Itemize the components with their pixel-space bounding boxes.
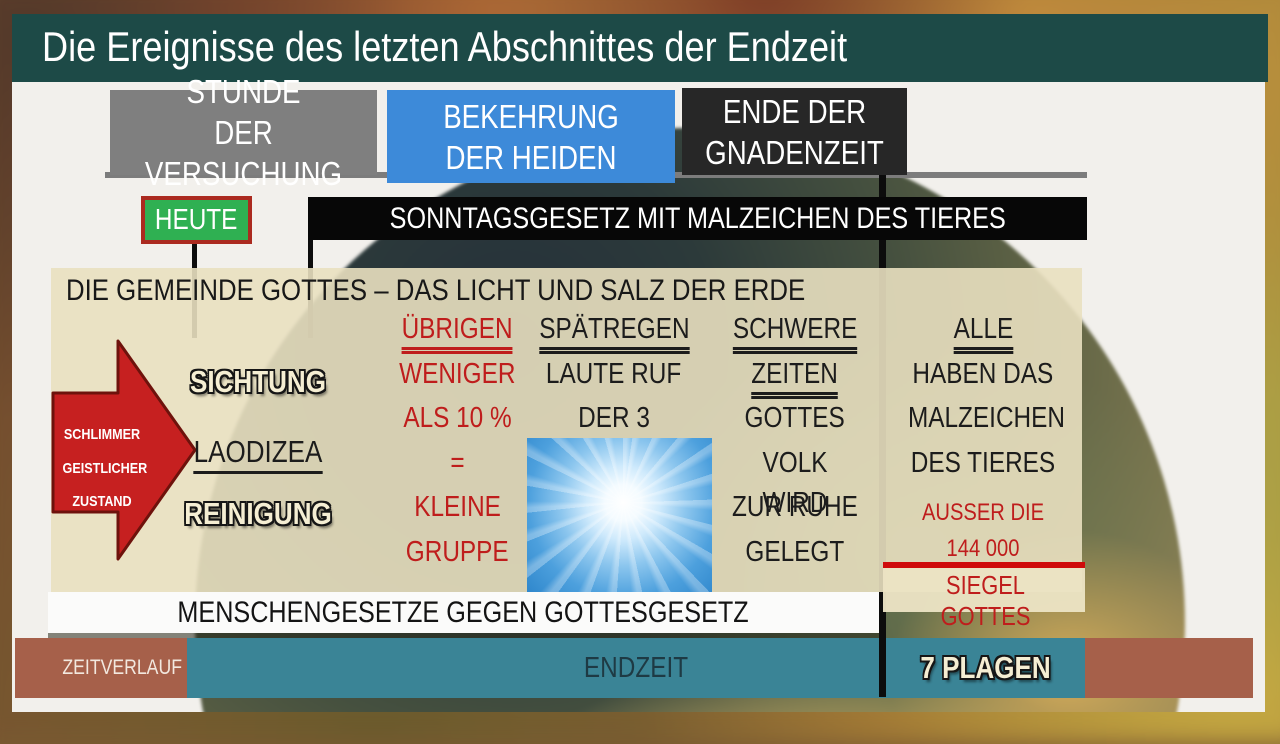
- col5-line-text: ALLE: [953, 312, 1013, 350]
- column-hard-times: SCHWERE ZEITEN GOTTES VOLK WIRD ZUR RUHE…: [715, 309, 875, 576]
- exception-144000: AUSSER DIE 144 000: [893, 495, 1073, 566]
- footer-endzeit-bar: [187, 638, 1085, 698]
- banner-shadow: [48, 633, 879, 638]
- arrow-caption-line: SCHLIMMER: [63, 426, 141, 443]
- exception-line-text: 144 000: [946, 534, 1020, 562]
- phase-box-line: GNADENZEIT: [705, 133, 884, 171]
- col4-line-text: VOLK WIRD: [762, 446, 828, 519]
- col4-line-text: ZUR RUHE: [732, 491, 858, 523]
- phase-box-line: STUNDE: [186, 73, 301, 110]
- col1-sichtung: SICHTUNG: [158, 364, 358, 400]
- slide-title-bar: Die Ereignisse des letzten Abschnittes d…: [12, 14, 1268, 82]
- heute-label: HEUTE: [155, 203, 238, 236]
- col2-line-text: ÜBRIGEN: [401, 312, 513, 350]
- slide-title: Die Ereignisse des letzten Abschnittes d…: [42, 23, 848, 70]
- col3-line-text: SPÄTREGEN: [539, 312, 690, 350]
- footer-era-label: ENDZEIT: [187, 638, 1085, 698]
- seal-panel-extension: [883, 568, 1085, 612]
- col2-line-text: GRUPPE: [406, 535, 509, 568]
- col2-line-text: WENIGER: [399, 357, 516, 390]
- phase-box-line: BEKEHRUNG: [443, 97, 619, 135]
- column-latter-rain: SPÄTREGEN LAUTE RUF DER 3 ENGEL: [525, 309, 703, 474]
- church-panel-heading: DIE GEMEINDE GOTTES – DAS LICHT UND SALZ…: [66, 274, 926, 308]
- sunday-law-banner-text: SONNTAGSGESETZ MIT MALZEICHEN DES TIERES: [389, 201, 1006, 235]
- end-of-grace-vertical-line-footer: [879, 638, 886, 697]
- col4-line-text: ZEITEN: [751, 357, 839, 395]
- col5-line-text: DES TIERES: [910, 446, 1056, 479]
- footer-plagues-label-text: 7 PLAGEN: [920, 650, 1051, 685]
- church-panel-heading-text: DIE GEMEINDE GOTTES – DAS LICHT UND SALZ…: [66, 274, 806, 307]
- phase-box-ende-der-gnadenzeit: ENDE DER GNADENZEIT: [682, 88, 907, 175]
- col5-line-text: HABEN DAS: [912, 357, 1054, 390]
- heute-marker: HEUTE: [141, 196, 252, 244]
- arrow-caption-line: ZUSTAND: [72, 493, 132, 510]
- law-conflict-banner-text: MENSCHENGESETZE GEGEN GOTTESGESETZ: [177, 595, 750, 629]
- column-remnant: ÜBRIGEN WENIGER ALS 10 % = KLEINE GRUPPE: [380, 309, 535, 576]
- col2-line-text: ALS 10 %: [403, 402, 512, 434]
- red-divider-line: [883, 562, 1085, 568]
- seal-of-god-label: SIEGEL GOTTES: [886, 570, 1085, 632]
- col4-line-text: GELEGT: [745, 535, 845, 568]
- seal-of-god-text: SIEGEL GOTTES: [940, 570, 1031, 631]
- column-mark-of-beast: ALLE HABEN DAS MALZEICHEN DES TIERES: [893, 309, 1073, 487]
- col2-line-text: =: [450, 446, 465, 479]
- footer-plagues-label: 7 PLAGEN: [886, 638, 1085, 698]
- col4-line-text: GOTTES: [744, 402, 846, 434]
- law-conflict-banner: MENSCHENGESETZE GEGEN GOTTESGESETZ: [48, 592, 879, 633]
- col1-laodizea: LAODIZEA: [158, 434, 358, 474]
- phase-box-line: ENDE DER: [722, 92, 867, 130]
- col5-line-text: MALZEICHEN: [907, 402, 1065, 434]
- col2-line-text: KLEINE: [414, 491, 501, 523]
- col1-line-text: SICHTUNG: [189, 364, 326, 399]
- col1-reinigung: REINIGUNG: [158, 496, 358, 532]
- arrow-caption: SCHLIMMER GEISTLICHER ZUSTAND: [55, 418, 149, 519]
- col3-line-text: LAUTE RUF: [546, 357, 682, 390]
- footer-timeline-label-text: ZEITVERLAUF: [62, 656, 182, 679]
- col1-line-text: LAODIZEA: [193, 434, 323, 474]
- worsening-state-arrow: [51, 339, 197, 561]
- phase-box-line: DER HEIDEN: [445, 138, 617, 176]
- footer-era-label-text: ENDZEIT: [583, 651, 689, 684]
- sunday-law-banner: SONNTAGSGESETZ MIT MALZEICHEN DES TIERES: [308, 197, 1087, 240]
- sun-graphic: [527, 438, 712, 592]
- phase-box-line: DER VERSUCHUNG: [144, 114, 343, 192]
- phase-box-stunde-der-versuchung: STUNDE DER VERSUCHUNG: [110, 73, 377, 192]
- col1-line-text: REINIGUNG: [184, 496, 332, 531]
- footer-timeline-label: ZEITVERLAUF: [36, 638, 208, 698]
- exception-line-text: AUSSER DIE: [921, 499, 1045, 526]
- phase-box-bekehrung-der-heiden: BEKEHRUNG DER HEIDEN: [387, 90, 675, 183]
- col4-line-text: SCHWERE: [732, 312, 858, 350]
- arrow-caption-line: GEISTLICHER: [62, 459, 148, 477]
